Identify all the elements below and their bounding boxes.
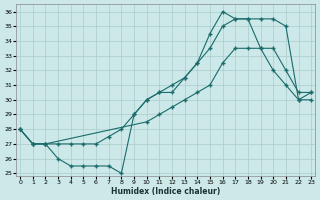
X-axis label: Humidex (Indice chaleur): Humidex (Indice chaleur) — [111, 187, 220, 196]
